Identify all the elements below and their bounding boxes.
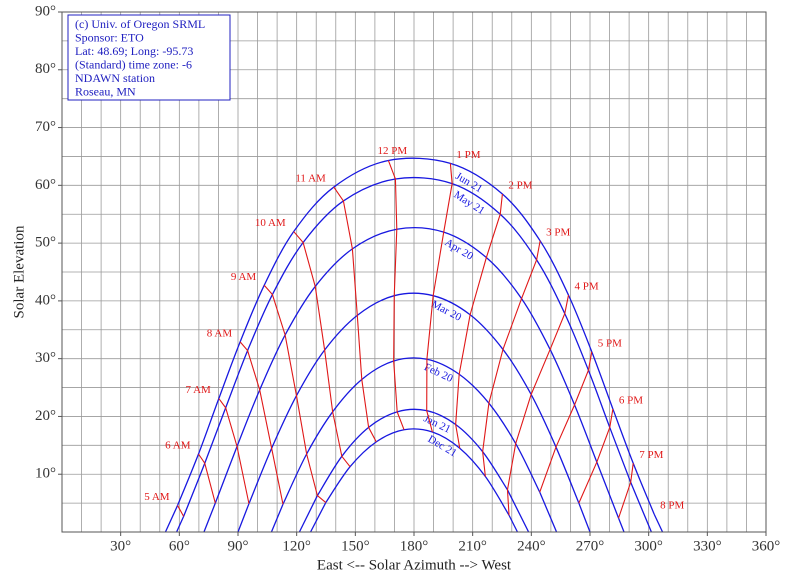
x-tick-label: 240° xyxy=(517,538,546,554)
date-curve-tail xyxy=(176,516,185,533)
y-tick-label: 70° xyxy=(35,119,56,135)
hour-label: 2 PM xyxy=(508,180,532,192)
hour-label: 12 PM xyxy=(378,145,408,157)
x-tick-label: 30° xyxy=(110,538,131,554)
info-line: NDAWN station xyxy=(75,71,155,85)
x-tick-label: 90° xyxy=(228,538,249,554)
x-tick-label: 360° xyxy=(752,538,781,554)
y-tick-label: 50° xyxy=(35,235,56,251)
hour-label: 1 PM xyxy=(456,149,480,161)
hour-label: 6 PM xyxy=(619,394,643,406)
info-line: (Standard) time zone: -6 xyxy=(75,57,192,71)
date-curve-tail xyxy=(508,514,519,533)
hour-line xyxy=(578,408,614,504)
x-tick-label: 150° xyxy=(341,538,370,554)
hour-line xyxy=(539,351,593,493)
date-curve xyxy=(214,227,620,519)
y-tick-label: 40° xyxy=(35,292,56,308)
date-curve xyxy=(248,292,580,504)
info-line: Sponsor: ETO xyxy=(75,30,144,44)
hour-label: 9 AM xyxy=(231,271,257,283)
hour-label: 7 AM xyxy=(185,384,211,396)
hour-line xyxy=(618,463,634,519)
date-curve xyxy=(316,408,509,496)
date-curve-tail xyxy=(237,503,250,533)
info-line: (c) Univ. of Oregon SRML xyxy=(75,17,205,31)
hour-line xyxy=(293,231,351,468)
date-curve xyxy=(282,357,541,505)
plot-frame xyxy=(61,11,767,533)
hour-label: 10 AM xyxy=(255,217,286,229)
date-curve-tail xyxy=(270,504,284,533)
hour-line xyxy=(198,453,216,504)
date-curve-tail xyxy=(653,513,664,533)
date-curve xyxy=(325,428,510,516)
hour-line xyxy=(482,240,541,477)
hour-line xyxy=(333,186,377,443)
hour-label: 6 AM xyxy=(165,440,191,452)
hour-line xyxy=(239,341,284,505)
hour-label: 8 AM xyxy=(207,327,233,339)
date-curve-tail xyxy=(164,505,179,533)
y-tick-label: 80° xyxy=(35,61,56,77)
hour-line xyxy=(426,163,453,433)
hour-line xyxy=(177,505,185,517)
y-tick-label: 10° xyxy=(35,466,56,482)
date-curve xyxy=(176,157,655,515)
date-curve-tail xyxy=(203,502,216,533)
x-tick-label: 210° xyxy=(458,538,487,554)
x-axis-title: East <-- Solar Azimuth --> West xyxy=(317,557,512,573)
info-line: Lat: 48.69; Long: -95.73 xyxy=(75,44,193,58)
date-curve-tail xyxy=(539,491,558,533)
date-curve-tail xyxy=(506,489,530,533)
hour-line xyxy=(506,295,570,516)
x-tick-label: 330° xyxy=(693,538,722,554)
y-tick-label: 60° xyxy=(35,177,56,193)
y-tick-label: 90° xyxy=(35,3,56,19)
hour-label: 4 PM xyxy=(574,281,598,293)
date-curve-tail xyxy=(630,482,653,533)
y-tick-label: 20° xyxy=(35,408,56,424)
hour-label: 5 AM xyxy=(144,491,170,503)
hour-line xyxy=(387,160,405,430)
x-tick-label: 120° xyxy=(282,538,311,554)
x-tick-label: 270° xyxy=(576,538,605,554)
hour-line xyxy=(263,284,327,503)
y-tick-label: 30° xyxy=(35,350,56,366)
info-box xyxy=(67,14,231,101)
date-curve-tail xyxy=(578,502,591,533)
hour-label: 7 PM xyxy=(639,449,663,461)
hour-label: 5 PM xyxy=(598,337,622,349)
info-line: Roseau, MN xyxy=(75,84,136,98)
hour-label: 3 PM xyxy=(546,226,570,238)
date-curve-tail xyxy=(617,517,625,533)
hour-label: 11 AM xyxy=(295,173,326,185)
x-tick-label: 60° xyxy=(169,538,190,554)
y-axis-title: Solar Elevation xyxy=(11,225,27,318)
hour-line xyxy=(218,398,250,504)
hour-line xyxy=(455,193,503,449)
date-curve-tail xyxy=(298,495,318,533)
date-curve-tail xyxy=(309,502,327,533)
hour-label: 8 PM xyxy=(660,500,684,512)
x-tick-label: 180° xyxy=(400,538,429,554)
x-tick-label: 300° xyxy=(634,538,663,554)
